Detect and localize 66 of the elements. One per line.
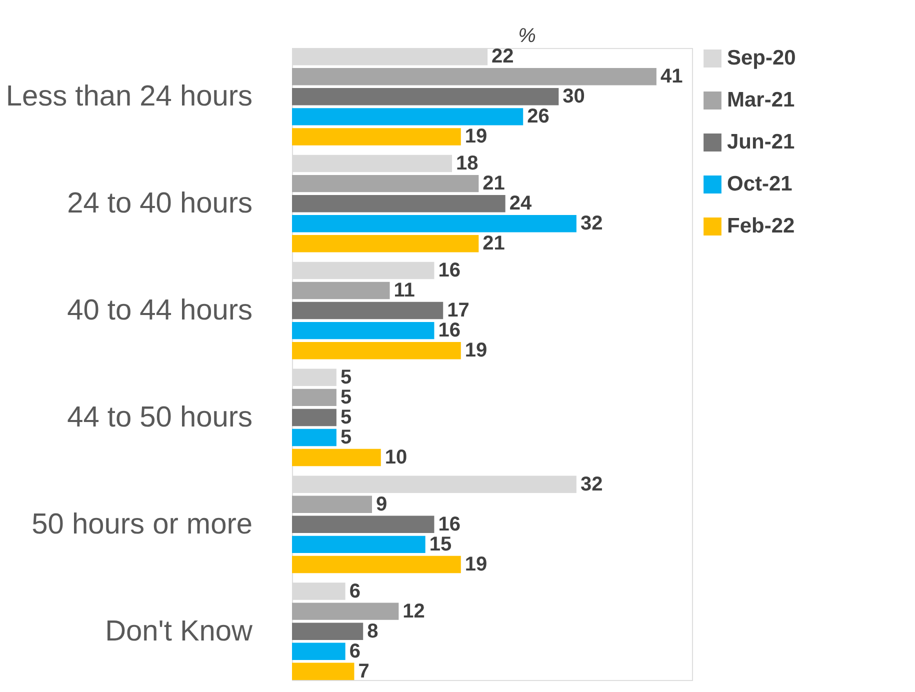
bar xyxy=(292,602,399,620)
data-label: 18 xyxy=(456,152,478,175)
bar xyxy=(292,536,426,554)
legend-label: Mar-21 xyxy=(727,88,796,112)
legend-label: Feb-22 xyxy=(727,214,795,238)
bar xyxy=(292,662,354,680)
bar xyxy=(292,408,336,426)
bar xyxy=(292,128,461,146)
data-label: 11 xyxy=(394,280,415,302)
bar xyxy=(292,108,524,126)
data-label: 22 xyxy=(492,46,514,68)
y-tick-label: 44 to 50 hours xyxy=(67,401,252,434)
bar xyxy=(292,496,372,513)
data-label: 5 xyxy=(340,386,352,408)
data-label: 32 xyxy=(580,212,603,235)
data-label: 15 xyxy=(429,533,452,556)
data-label: 7 xyxy=(358,660,370,682)
data-label: 6 xyxy=(349,640,360,662)
bar xyxy=(292,622,364,640)
data-label: 30 xyxy=(562,86,585,108)
data-label: 21 xyxy=(482,172,505,195)
bar xyxy=(292,342,461,360)
data-label: 21 xyxy=(482,232,505,255)
y-tick-label: 50 hours or more xyxy=(32,508,252,540)
legend-label: Oct-21 xyxy=(727,172,793,196)
data-label: 32 xyxy=(580,473,603,496)
data-label: 19 xyxy=(464,126,488,148)
bar xyxy=(292,68,656,86)
bar xyxy=(292,215,576,232)
bar xyxy=(292,174,479,192)
data-label: 9 xyxy=(376,493,388,516)
bar xyxy=(292,448,381,466)
data-label: 5 xyxy=(340,426,352,448)
bar xyxy=(292,235,479,252)
bar xyxy=(292,516,434,534)
bar xyxy=(292,88,559,106)
bar xyxy=(292,302,444,320)
data-label: 26 xyxy=(527,106,550,128)
data-label: 12 xyxy=(402,600,425,622)
data-label: 16 xyxy=(438,259,460,282)
data-label: 19 xyxy=(464,340,488,362)
data-label: 5 xyxy=(340,366,352,388)
text: % xyxy=(518,25,536,47)
data-label: 17 xyxy=(447,300,470,322)
bar xyxy=(292,282,390,300)
y-tick-label: Don't Know xyxy=(105,615,254,648)
y-tick-label: 40 to 44 hours xyxy=(67,294,252,327)
data-label: 16 xyxy=(438,320,460,342)
bar xyxy=(292,556,461,574)
bar xyxy=(292,322,434,340)
data-label: 6 xyxy=(349,580,360,602)
data-label: 16 xyxy=(438,513,460,536)
data-label: 19 xyxy=(464,553,488,576)
bar xyxy=(292,428,336,446)
bar xyxy=(292,194,506,212)
data-label: 10 xyxy=(384,446,408,469)
data-label: 5 xyxy=(340,406,352,428)
data-label: 24 xyxy=(509,192,532,215)
bar xyxy=(292,388,336,406)
legend-label: Sep-20 xyxy=(727,46,796,70)
y-tick-label: 24 to 40 hours xyxy=(67,188,252,220)
legend-label: Jun-21 xyxy=(727,130,796,154)
bar xyxy=(292,642,346,660)
data-label: 41 xyxy=(660,66,683,88)
data-label: 8 xyxy=(367,620,378,642)
y-tick-label: Less than 24 hours xyxy=(6,80,252,113)
